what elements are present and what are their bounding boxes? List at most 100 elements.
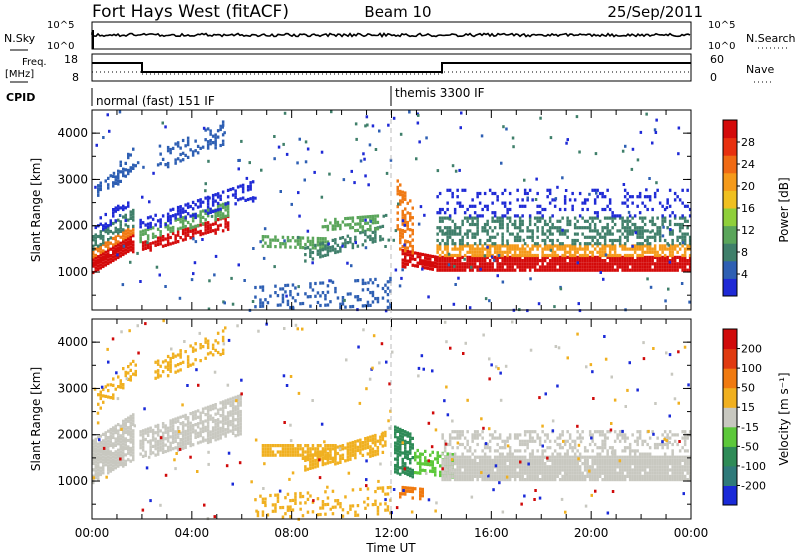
power-cell [473,232,477,236]
velocity-cell [548,474,552,478]
power-cell [496,255,499,259]
power-cell [109,222,112,226]
velocity-cell [568,433,572,437]
velocity-cell [686,478,689,482]
velocity-cell [586,465,589,469]
velocity-cell [174,430,177,434]
velocity-cell [97,393,100,397]
power-cell [276,238,280,242]
power-cell [493,244,497,248]
velocity-cell [184,417,187,421]
power-scatter-cell [252,247,255,250]
power-cell [488,253,492,258]
velocity-cell [211,419,215,424]
power-cell [122,170,125,174]
power-cell [226,201,230,205]
power-cell [556,259,559,263]
power-cell [663,238,667,243]
velocity-cell [291,444,295,448]
power-cell [339,302,342,306]
velocity-cell [668,478,672,482]
power-cell [571,265,574,269]
power-cell [169,242,172,246]
velocity-cell [653,442,657,447]
power-cell [688,265,692,269]
power-scatter-cell [621,149,625,153]
velocity-cell [92,449,95,453]
power-cell [334,241,337,245]
velocity-cell [518,465,522,469]
velocity-cell [493,471,497,475]
velocity-cell [132,359,135,363]
power-cell [351,219,355,223]
velocity-cell [112,467,115,472]
power-cell [513,219,517,223]
velocity-cell [411,468,414,472]
power-cell [488,259,492,263]
power-scatter-cell [399,132,403,136]
power-cell [309,285,312,289]
velocity-cell [536,471,539,475]
velocity-cell [613,462,617,466]
power-cell [506,255,509,259]
power-cell [636,259,639,263]
velocity-cell [184,433,187,437]
power-cell [426,253,429,258]
velocity-cell [401,451,404,455]
velocity-cell [623,433,627,437]
velocity-cell [451,474,454,478]
velocity-cell [628,474,632,478]
power-cell [434,264,437,269]
velocity-cell [129,378,132,382]
velocity-cell [141,429,145,433]
velocity-cell [518,439,522,443]
velocity-cell [334,462,337,466]
power-cell [521,268,524,272]
velocity-cell [666,465,669,469]
velocity-cell [226,420,230,424]
velocity-cell [548,468,552,472]
velocity-cell [104,385,107,389]
velocity-cell [289,447,292,451]
velocity-cell [231,415,235,419]
velocity-cell [546,474,549,478]
velocity-cell [429,453,432,457]
power-cell [603,232,607,236]
velocity-cell [169,360,172,364]
velocity-cell [496,468,499,472]
velocity-cell [199,434,202,438]
velocity-cell [673,455,677,459]
power-cell [491,191,494,196]
power-cell [563,265,567,269]
power-cell [304,253,307,257]
velocity-cell [351,504,355,508]
power-cell [601,191,604,196]
power-scatter-cell [457,276,460,280]
power-cell [586,253,589,258]
power-cell [581,255,584,259]
velocity-cell [194,435,197,439]
velocity-cell [92,461,95,465]
power-cell [351,246,355,250]
power-cell [513,247,517,251]
velocity-cell [191,411,195,415]
velocity-cell [516,474,519,478]
velocity-cell [166,449,170,453]
velocity-cell [448,468,452,472]
velocity-cell [686,462,689,466]
power-cell [516,232,519,236]
power-cell [551,226,554,230]
power-cell [181,207,185,211]
power-cell [389,305,392,309]
power-cell [666,268,669,272]
velocity-cell [671,455,674,459]
power-cell [159,218,162,222]
power-cell [598,232,602,236]
power-cell [606,268,609,272]
power-cell [169,218,172,222]
power-cell [409,256,412,260]
power-cell [506,229,509,233]
power-cell [541,238,544,243]
power-cell [374,239,377,243]
velocity-cell [149,439,152,443]
